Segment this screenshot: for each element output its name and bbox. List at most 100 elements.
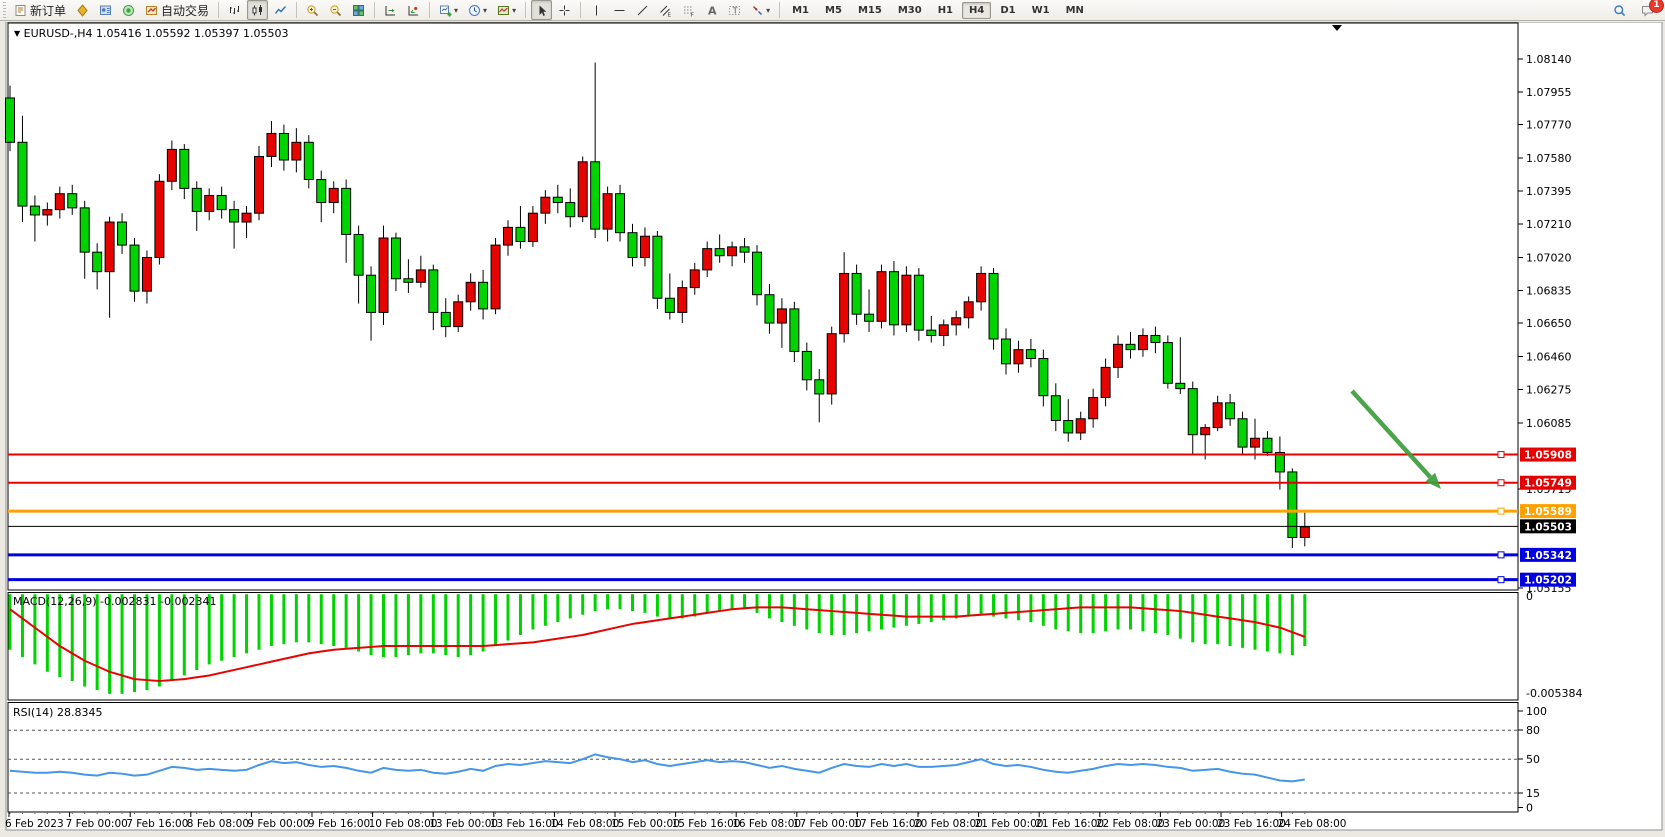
candle-body <box>415 269 426 283</box>
svg-text:T: T <box>732 6 738 15</box>
text-label-tool-button[interactable]: T <box>724 0 745 20</box>
line-drag-handle[interactable] <box>1497 451 1505 459</box>
svg-text:100: 100 <box>1526 705 1547 718</box>
candle-body <box>1212 402 1223 429</box>
timeframe-m5-button[interactable]: M5 <box>825 4 842 16</box>
timeframe-m15-button[interactable]: M15 <box>857 4 882 16</box>
chat-button[interactable]: 1 <box>1637 0 1664 21</box>
search-button[interactable] <box>1609 1 1630 21</box>
navigator-button[interactable] <box>118 0 139 20</box>
symbol-dropdown-icon[interactable]: ▼ <box>14 29 21 38</box>
candle-body <box>378 237 389 313</box>
svg-text:13 Feb 00:00: 13 Feb 00:00 <box>429 818 498 830</box>
candle-body <box>1063 420 1074 434</box>
auto-trading-button[interactable]: 自动交易 <box>141 0 213 20</box>
zoom-in-button[interactable] <box>302 0 323 20</box>
svg-text:7 Feb 16:00: 7 Feb 16:00 <box>126 818 188 830</box>
candle-body <box>490 244 501 310</box>
svg-text:16 Feb 08:00: 16 Feb 08:00 <box>732 818 801 830</box>
svg-text:1.07020: 1.07020 <box>1526 251 1572 264</box>
chevron-down-icon[interactable]: ▾ <box>454 5 459 15</box>
candle-body <box>341 187 352 235</box>
candle-body <box>789 308 800 352</box>
candle-body <box>677 287 688 313</box>
main-chart-panel[interactable] <box>7 22 1519 591</box>
line-chart-button[interactable] <box>270 0 291 20</box>
auto-scroll-button[interactable] <box>380 0 401 20</box>
toolbar-separator <box>580 2 582 18</box>
line-drag-handle[interactable] <box>1497 551 1505 559</box>
candle-body <box>1225 402 1236 420</box>
candle-body <box>278 132 289 161</box>
equidistant-channel-tool-icon: E <box>659 4 672 17</box>
text-tool-button[interactable]: A <box>701 0 722 20</box>
candle-body <box>776 308 787 324</box>
zoom-in-icon <box>306 4 319 17</box>
candle-body <box>291 141 302 161</box>
candle-body <box>1150 334 1161 344</box>
chevron-down-icon[interactable]: ▾ <box>766 5 771 15</box>
data-window-button[interactable] <box>95 0 116 20</box>
notification-badge: 1 <box>1649 0 1664 13</box>
trendline-tool-icon <box>636 4 649 17</box>
chevron-down-icon[interactable]: ▾ <box>483 5 488 15</box>
tile-windows-button[interactable] <box>348 0 369 20</box>
zoom-out-button[interactable] <box>325 0 346 20</box>
candle-body <box>639 235 650 258</box>
svg-text:24 Feb 08:00: 24 Feb 08:00 <box>1278 818 1347 830</box>
candle-body <box>478 281 489 310</box>
timeframe-m1-button[interactable]: M1 <box>792 4 810 16</box>
candle-body <box>926 329 937 336</box>
line-drag-handle[interactable] <box>1497 576 1505 584</box>
timeframe-d1-button[interactable]: D1 <box>1000 4 1016 16</box>
line-drag-handle[interactable] <box>1497 479 1505 487</box>
candle-body <box>664 297 675 313</box>
candlestick-chart-button[interactable] <box>247 0 269 20</box>
svg-text:8 Feb 08:00: 8 Feb 08:00 <box>187 818 249 830</box>
candle-body <box>864 313 875 322</box>
equidistant-channel-tool-button[interactable]: E <box>655 0 676 20</box>
svg-text:1.07395: 1.07395 <box>1526 185 1572 198</box>
rsi-panel[interactable] <box>7 702 1519 813</box>
candle-body <box>428 269 439 313</box>
fibonacci-tool-button[interactable]: F <box>678 0 699 20</box>
line-drag-handle[interactable] <box>1497 507 1505 515</box>
arrow-annotation[interactable] <box>1350 389 1432 479</box>
chart-shift-button[interactable] <box>403 0 424 20</box>
candle-body <box>104 221 115 273</box>
candle-body <box>129 244 140 292</box>
candle-body <box>503 226 513 246</box>
line-chart-icon <box>274 4 287 17</box>
svg-text:1.05749: 1.05749 <box>1524 478 1572 490</box>
candle-body <box>1200 427 1211 436</box>
candle-body <box>390 237 401 280</box>
trendline-tool-button[interactable] <box>632 0 653 20</box>
candle-body <box>988 272 999 340</box>
candle-body <box>814 379 825 395</box>
cursor-tool-button[interactable] <box>531 0 553 20</box>
toolbar-separator <box>296 2 298 18</box>
timeframe-mn-button[interactable]: MN <box>1065 4 1084 16</box>
svg-text:1.07955: 1.07955 <box>1526 86 1572 99</box>
market-watch-icon <box>76 3 89 17</box>
candle-body <box>527 212 538 243</box>
chevron-down-icon[interactable]: ▾ <box>512 5 517 15</box>
period-clock-button[interactable]: ▾ <box>464 0 491 20</box>
bar-chart-button[interactable] <box>224 0 245 20</box>
arrow-annotation-head[interactable] <box>1425 472 1441 489</box>
candle-body <box>764 294 775 324</box>
chart-shift-marker-icon[interactable] <box>1332 25 1342 31</box>
chart-canvas[interactable]: 1.08140 1.07955 1.07770 1.07580 1.07395 1.072… <box>0 22 1665 837</box>
arrows-tool-button[interactable]: ▾ <box>747 0 774 20</box>
timeframe-h4-button[interactable]: H4 <box>962 1 992 19</box>
vertical-line-tool-button[interactable] <box>586 0 607 20</box>
new-order-button[interactable]: 新订单 <box>10 0 70 20</box>
market-watch-button[interactable] <box>72 0 93 20</box>
timeframe-h1-button[interactable]: H1 <box>937 4 954 16</box>
chart-template-button[interactable]: ▾ <box>493 0 520 20</box>
new-chart-button[interactable]: ▾ <box>435 0 462 20</box>
horizontal-line-tool-button[interactable] <box>609 0 630 20</box>
crosshair-tool-button[interactable] <box>554 0 575 20</box>
timeframe-m30-button[interactable]: M30 <box>897 4 922 16</box>
timeframe-w1-button[interactable]: W1 <box>1031 4 1050 16</box>
